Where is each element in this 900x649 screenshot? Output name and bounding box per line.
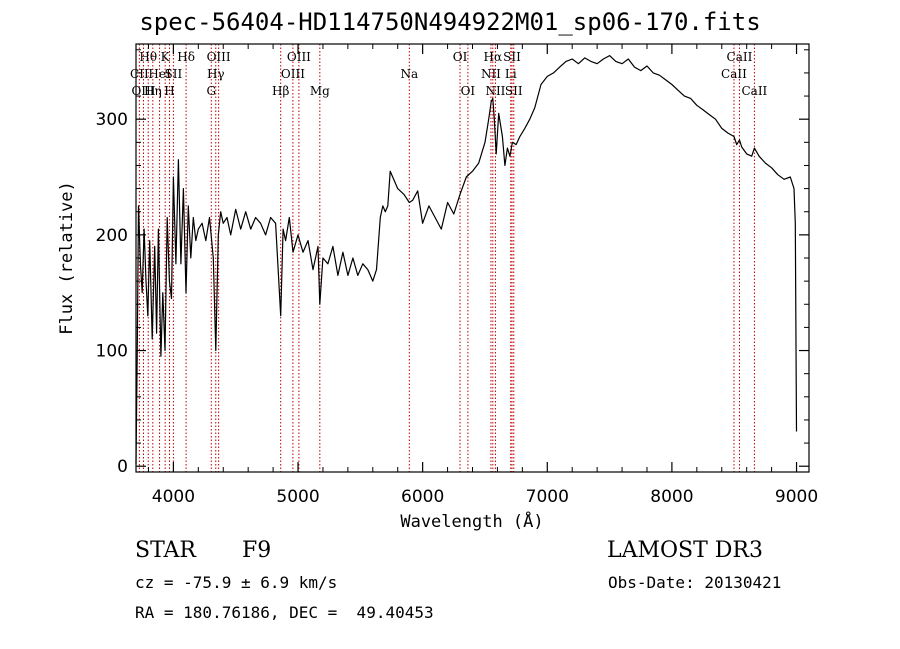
line-marker-label: Hδ <box>177 50 195 64</box>
observation-date: Obs-Date: 20130421 <box>608 573 782 592</box>
y-tick-label: 200 <box>96 226 128 246</box>
line-marker-label: SII <box>503 50 521 64</box>
x-tick-label: 9000 <box>775 487 818 507</box>
line-marker-label: Li <box>505 67 517 81</box>
line-marker-label: G <box>206 84 216 98</box>
object-class: STAR <box>135 538 196 563</box>
line-marker-label: OIII <box>281 67 305 81</box>
line-marker-label: CaII <box>741 84 767 98</box>
line-marker-label: Hη <box>144 84 162 98</box>
y-tick-label: 300 <box>96 110 128 130</box>
line-marker-label: CaII <box>721 67 747 81</box>
line-marker-label: SII <box>505 84 523 98</box>
survey-name: LAMOST DR3 <box>607 538 763 563</box>
line-marker-label: CaII <box>727 50 753 64</box>
object-subclass: F9 <box>242 538 272 563</box>
line-marker-label: Hθ <box>139 50 157 64</box>
line-marker-label: CII <box>130 67 149 81</box>
chart-title: spec-56404-HD114750N494922M01_sp06-170.f… <box>139 8 761 36</box>
line-marker-label: Hα <box>484 50 503 64</box>
y-axis-label: Flux (relative) <box>57 181 77 335</box>
x-tick-label: 7000 <box>526 487 569 507</box>
y-tick-label: 0 <box>117 457 128 477</box>
line-marker-label: OIII <box>287 50 311 64</box>
line-marker-label: OIII <box>207 50 231 64</box>
axis-tick-labels: 4000 5000 6000 7000 8000 9000 0 100 200 300 <box>96 110 819 507</box>
plot-frame <box>135 43 810 473</box>
coordinates-readout: RA = 180.76186, DEC = 49.40453 <box>135 603 434 622</box>
line-marker-label: Mg <box>310 84 330 98</box>
line-marker-label: Hγ <box>207 67 225 81</box>
line-marker-label: OI <box>453 50 468 64</box>
line-marker-label: NII <box>481 67 501 81</box>
line-markers <box>138 44 755 472</box>
redshift-readout: cz = -75.9 ± 6.9 km/s <box>135 573 338 592</box>
spectrum-line <box>135 55 798 464</box>
line-marker-label: OI <box>461 84 476 98</box>
line-marker-label: Hβ <box>272 84 289 98</box>
axis-ticks <box>136 44 809 472</box>
x-axis-label: Wavelength (Å) <box>400 510 543 532</box>
x-tick-label: 5000 <box>276 487 319 507</box>
x-tick-label: 6000 <box>401 487 444 507</box>
x-tick-label: 8000 <box>650 487 693 507</box>
line-marker-label: H <box>164 84 174 98</box>
line-marker-label: SII <box>165 67 183 81</box>
line-marker-label: Na <box>400 67 418 81</box>
x-tick-label: 4000 <box>152 487 195 507</box>
line-marker-label: K <box>161 50 171 64</box>
line-marker-label: NII <box>485 84 505 98</box>
y-tick-label: 100 <box>96 342 128 362</box>
line-marker-label: OIII <box>131 84 155 98</box>
line-marker-label: HeI <box>148 67 171 81</box>
